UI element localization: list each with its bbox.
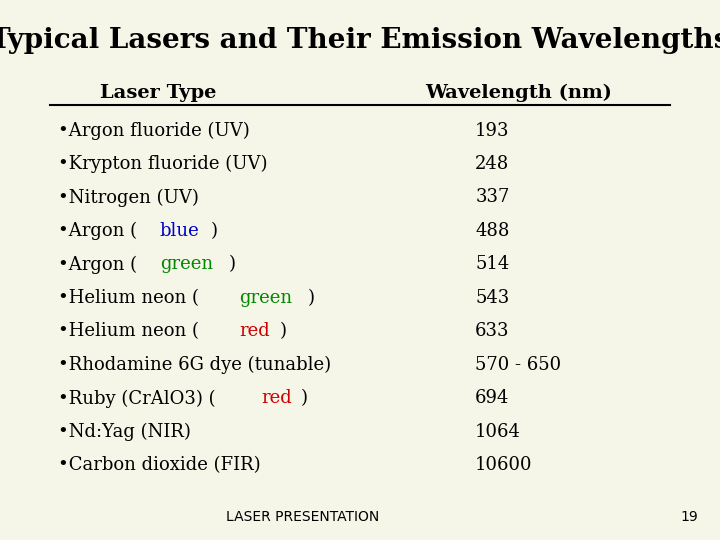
Text: green: green (240, 289, 292, 307)
Text: Wavelength (nm): Wavelength (nm) (425, 84, 612, 102)
Text: 488: 488 (475, 222, 510, 240)
Text: •Krypton fluoride (UV): •Krypton fluoride (UV) (58, 155, 267, 173)
Text: Typical Lasers and Their Emission Wavelengths: Typical Lasers and Their Emission Wavele… (0, 27, 720, 54)
Text: 570 - 650: 570 - 650 (475, 356, 562, 374)
Text: ): ) (301, 389, 307, 407)
Text: •Helium neon (: •Helium neon ( (58, 289, 199, 307)
Text: •Carbon dioxide (FIR): •Carbon dioxide (FIR) (58, 456, 260, 474)
Text: 10600: 10600 (475, 456, 533, 474)
Text: Laser Type: Laser Type (100, 84, 217, 102)
Text: •Argon (: •Argon ( (58, 222, 137, 240)
Text: •Argon (: •Argon ( (58, 255, 137, 274)
Text: blue: blue (160, 222, 199, 240)
Text: •Nd:Yag (NIR): •Nd:Yag (NIR) (58, 423, 191, 441)
Text: ): ) (228, 255, 235, 273)
Text: 633: 633 (475, 322, 510, 340)
Text: 248: 248 (475, 155, 510, 173)
Text: 543: 543 (475, 289, 510, 307)
Text: red: red (240, 322, 270, 340)
Text: ): ) (211, 222, 218, 240)
Text: 337: 337 (475, 188, 510, 206)
Text: 19: 19 (680, 510, 698, 524)
Text: ): ) (308, 289, 315, 307)
Text: 514: 514 (475, 255, 510, 273)
Text: •Ruby (CrAlO3) (: •Ruby (CrAlO3) ( (58, 389, 215, 408)
Text: green: green (160, 255, 213, 273)
Text: •Nitrogen (UV): •Nitrogen (UV) (58, 188, 199, 207)
Text: 694: 694 (475, 389, 510, 407)
Text: •Helium neon (: •Helium neon ( (58, 322, 199, 340)
Text: 1064: 1064 (475, 423, 521, 441)
Text: red: red (261, 389, 292, 407)
Text: ): ) (279, 322, 287, 340)
Text: LASER PRESENTATION: LASER PRESENTATION (226, 510, 379, 524)
Text: •Argon fluoride (UV): •Argon fluoride (UV) (58, 122, 249, 140)
Text: •Rhodamine 6G dye (tunable): •Rhodamine 6G dye (tunable) (58, 356, 330, 374)
Text: 193: 193 (475, 122, 510, 139)
